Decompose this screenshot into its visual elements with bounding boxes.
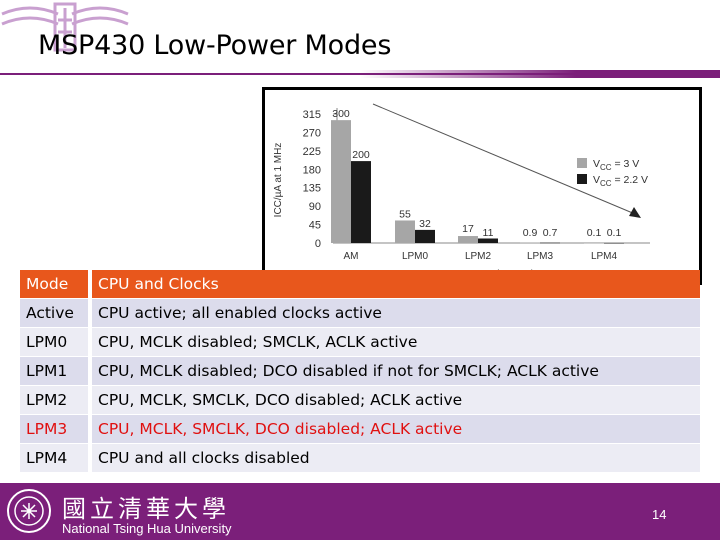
bar-value-label: 55	[399, 208, 411, 220]
table-row-highlighted: LPM3 CPU, MCLK, SMCLK, DCO disabled; ACL…	[20, 415, 700, 443]
table-row: Active CPU active; all enabled clocks ac…	[20, 299, 700, 327]
bar-value-label: 0.7	[543, 227, 558, 239]
mode-cell: LPM1	[20, 357, 88, 385]
y-tick-label: 135	[303, 183, 321, 195]
y-tick-label: 0	[315, 238, 321, 250]
table-row: LPM1 CPU, MCLK disabled; DCO disabled if…	[20, 357, 700, 385]
x-tick-label: LPM4	[591, 251, 618, 262]
bar-value-label: 11	[483, 227, 494, 239]
y-tick-label: 90	[309, 201, 321, 213]
x-tick-label: AM	[344, 251, 359, 262]
university-seal-icon	[7, 489, 51, 533]
bar-am-s1	[351, 161, 371, 243]
page-number: 14	[652, 507, 667, 522]
trend-arrow-line	[372, 103, 636, 215]
power-consumption-chart: 315 270 225 180 135 90 45 0 ICC/µA at 1 MHz 300 20…	[262, 87, 702, 285]
bar-lpm3-s1	[540, 242, 560, 244]
desc-cell: CPU, MCLK, SMCLK, DCO disabled; ACLK act…	[92, 415, 700, 443]
y-tick-label: 270	[303, 127, 321, 139]
desc-cell: CPU, MCLK, SMCLK, DCO disabled; ACLK act…	[92, 386, 700, 414]
x-tick-label: LPM2	[465, 251, 492, 262]
bar-value-label: 32	[419, 218, 431, 230]
header-mode: Mode	[20, 270, 88, 298]
legend-swatch	[577, 158, 587, 168]
desc-cell: CPU and all clocks disabled	[92, 444, 700, 472]
bar-value-label: 0.1	[607, 227, 622, 239]
mode-cell: LPM2	[20, 386, 88, 414]
x-tick-label: LPM3	[527, 251, 554, 262]
bar-lpm0-s0	[395, 220, 415, 243]
y-tick-label: 180	[303, 164, 321, 176]
y-tick-label: 315	[303, 109, 321, 121]
bar-lpm3-s0	[520, 242, 540, 244]
trend-arrow-head	[629, 207, 641, 218]
title-divider	[0, 70, 720, 78]
legend-label: VCC = 3 V	[593, 158, 639, 172]
desc-cell: CPU, MCLK disabled; DCO disabled if not …	[92, 357, 700, 385]
table-row: LPM0 CPU, MCLK disabled; SMCLK, ACLK act…	[20, 328, 700, 356]
legend-swatch	[577, 174, 587, 184]
bar-lpm2-s0	[458, 236, 478, 243]
mode-cell: LPM0	[20, 328, 88, 356]
table-row: LPM2 CPU, MCLK, SMCLK, DCO disabled; ACL…	[20, 386, 700, 414]
mode-cell: LPM4	[20, 444, 88, 472]
university-logo-icon	[1, 2, 129, 52]
bar-lpm2-s1	[478, 238, 498, 243]
bar-am-s0	[331, 120, 351, 243]
y-tick-label: 45	[309, 220, 321, 232]
desc-cell: CPU active; all enabled clocks active	[92, 299, 700, 327]
university-name-chinese: 國立清華大學	[62, 495, 230, 523]
bar-value-label: 0.1	[587, 227, 602, 239]
mode-cell: Active	[20, 299, 88, 327]
x-tick-label: LPM0	[402, 251, 429, 262]
bar-lpm4-s1	[604, 242, 624, 244]
table-header-row: Mode CPU and Clocks	[20, 270, 700, 298]
header-cpu-and-clocks: CPU and Clocks	[92, 270, 700, 298]
bar-value-label: 300	[332, 108, 350, 120]
table-row: LPM4 CPU and all clocks disabled	[20, 444, 700, 472]
mode-cell: LPM3	[20, 415, 88, 443]
bar-lpm0-s1	[415, 229, 435, 243]
y-axis-label: ICC/µA at 1 MHz	[273, 143, 284, 218]
footer-bar: 國立清華大學 National Tsing Hua University 14	[0, 483, 720, 540]
bar-value-label: 0.9	[523, 227, 538, 239]
desc-cell: CPU, MCLK disabled; SMCLK, ACLK active	[92, 328, 700, 356]
y-tick-label: 225	[303, 146, 321, 158]
bar-lpm4-s0	[584, 242, 604, 244]
bar-value-label: 17	[462, 223, 474, 235]
legend-label: VCC = 2.2 V	[593, 174, 648, 188]
bar-value-label: 200	[352, 149, 370, 161]
slide-title: MSP430 Low-Power Modes	[38, 30, 392, 61]
university-name-english: National Tsing Hua University	[62, 521, 232, 536]
